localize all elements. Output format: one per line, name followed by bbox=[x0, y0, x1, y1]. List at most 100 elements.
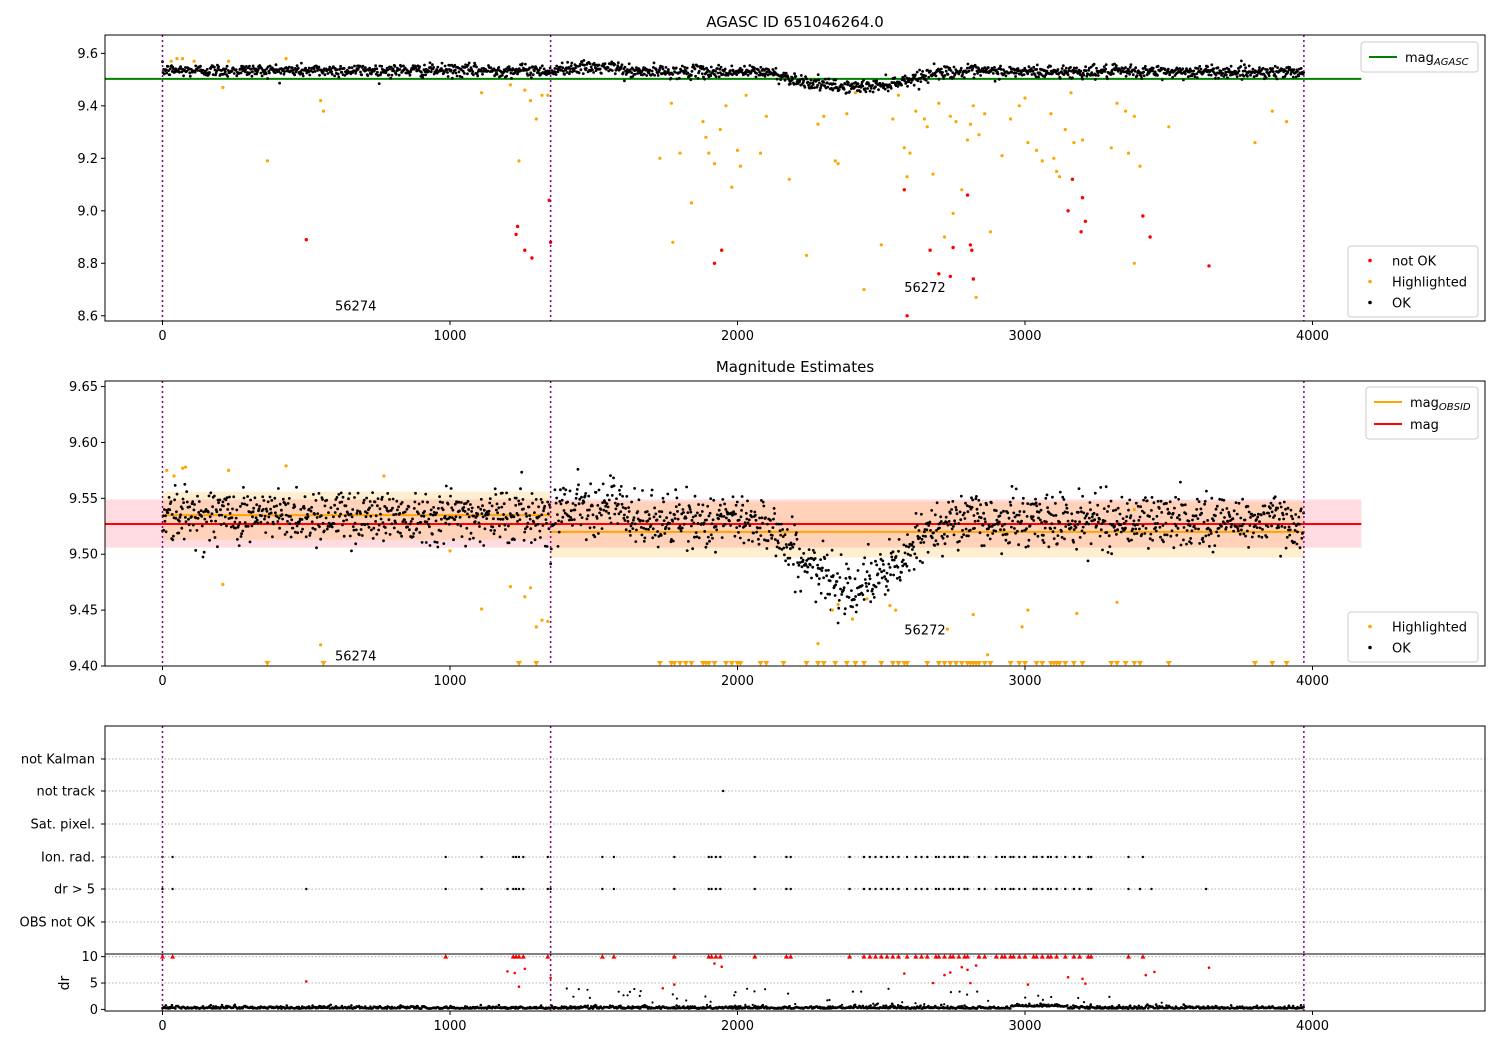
magnitude-ok-point-1717 bbox=[1197, 500, 1201, 503]
magnitude-ok-point-602 bbox=[524, 512, 528, 515]
magnitude-ok-point-353 bbox=[374, 520, 377, 523]
magnitude-ok-point-612 bbox=[530, 492, 534, 495]
magnitude-ok-point-656 bbox=[557, 519, 560, 523]
magnitude-ok-point-1534 bbox=[1087, 522, 1091, 526]
agasc-ok-point-1699 bbox=[1186, 75, 1190, 79]
magnitude-ok-point-1624 bbox=[1141, 524, 1145, 528]
magnitude-ok-point-478 bbox=[449, 487, 453, 490]
magnitude-ok-point-678 bbox=[570, 518, 574, 522]
flags-point-2-9 bbox=[522, 887, 525, 891]
agasc-ok-point-964 bbox=[743, 64, 746, 68]
magnitude-ok-point-393 bbox=[398, 512, 402, 515]
magnitude-ok-point-917 bbox=[714, 525, 718, 528]
magnitude-ok-point-1402 bbox=[1007, 516, 1011, 520]
magnitude-ok-point-1812 bbox=[1255, 518, 1258, 521]
magnitude-highlighted-point-5 bbox=[227, 468, 231, 472]
agasc-highlighted-point-29 bbox=[730, 185, 734, 189]
agasc-highlighted-point-0 bbox=[169, 59, 173, 63]
magnitude-ok-point-1443 bbox=[1032, 519, 1036, 522]
magnitude-ok-point-1591 bbox=[1121, 517, 1125, 520]
magnitude-ok-point-1509 bbox=[1072, 540, 1075, 544]
magnitude-ok-point-1141 bbox=[850, 589, 853, 592]
agasc-ok-point-353 bbox=[374, 64, 377, 68]
magnitude-ok-point-1834 bbox=[1268, 514, 1272, 518]
flags-point-1-14 bbox=[714, 855, 718, 859]
agasc-ok-point-1483 bbox=[1056, 68, 1060, 71]
magnitude-ok-point-1858 bbox=[1282, 500, 1286, 504]
agasc-ok-point-1264 bbox=[924, 74, 927, 78]
agasc-ok-point-765 bbox=[623, 79, 626, 83]
magnitude-ok-point-290 bbox=[336, 507, 339, 511]
magnitude-ok-point-189 bbox=[275, 504, 278, 508]
agasc-ok-point-811 bbox=[650, 69, 654, 73]
magnitude-ok-point-1425 bbox=[1021, 502, 1025, 505]
magnitude-ok-point-424 bbox=[417, 512, 420, 515]
magnitude-ok-point-402 bbox=[403, 510, 407, 514]
agasc-ok-point-712 bbox=[591, 68, 594, 72]
magnitude-ok-point-803 bbox=[645, 510, 649, 513]
magnitude-ok-point-1679 bbox=[1174, 524, 1178, 528]
magnitude-highlighted-point-17 bbox=[816, 642, 820, 646]
agasc-ok-point-86 bbox=[213, 65, 216, 69]
magnitude-ok-point-357 bbox=[376, 497, 380, 500]
agasc-highlighted-point-45 bbox=[891, 117, 895, 121]
magnitude-ok-point-1835 bbox=[1269, 506, 1272, 510]
magnitude-ok-point-1242 bbox=[911, 548, 914, 551]
magnitude-ok-point-1448 bbox=[1035, 504, 1039, 508]
magnitude-ok-point-293 bbox=[338, 515, 341, 518]
magnitude-ok-point-454 bbox=[435, 511, 438, 515]
magnitude-ok-point-1152 bbox=[856, 569, 860, 572]
magnitude-ok-point-724 bbox=[598, 511, 601, 515]
magnitude-ok-point-1192 bbox=[880, 576, 884, 580]
magnitude-ok-point-848 bbox=[673, 513, 676, 517]
magnitude-ok-point-1653 bbox=[1159, 535, 1162, 539]
magnitude-ok-point-1575 bbox=[1112, 509, 1115, 512]
flags-point-1-60 bbox=[1141, 855, 1145, 859]
magnitude-ok-point-284 bbox=[332, 522, 336, 525]
magnitude-ok-point-163 bbox=[259, 520, 263, 524]
agasc-ok-point-447 bbox=[431, 63, 434, 67]
magnitude-ok-point-339 bbox=[365, 511, 369, 515]
magnitude-ok-point-1064 bbox=[803, 570, 807, 573]
magnitude-ok-point-167 bbox=[261, 508, 265, 511]
magnitude-ok-point-1426 bbox=[1022, 496, 1025, 500]
magnitude-ok-point-657 bbox=[557, 530, 561, 534]
agasc-ok-point-783 bbox=[633, 72, 637, 76]
agasc-ok-point-738 bbox=[606, 66, 610, 70]
magnitude-ok-point-957 bbox=[738, 536, 742, 540]
magnitude-ok-point-597 bbox=[521, 498, 525, 501]
agasc-ok-point-1049 bbox=[794, 75, 798, 78]
agasc-notok-point-12 bbox=[937, 272, 941, 276]
magnitude-ok-point-604 bbox=[525, 525, 529, 529]
agasc-bottom-legend-swatch-1 bbox=[1368, 279, 1372, 284]
agasc-ok-point-370 bbox=[384, 71, 388, 75]
agasc-ok-point-343 bbox=[368, 66, 371, 70]
flags-point-2-57 bbox=[1064, 887, 1067, 891]
agasc-highlighted-point-6 bbox=[265, 159, 269, 163]
agasc-ok-point-1024 bbox=[779, 78, 783, 81]
agasc-notok-point-20 bbox=[1070, 177, 1075, 181]
magnitude-x-tick-label-0: 0 bbox=[158, 674, 166, 689]
magnitude-ok-point-706 bbox=[587, 494, 591, 498]
magnitude-ok-point-85 bbox=[212, 530, 216, 534]
agasc-ok-point-281 bbox=[330, 72, 334, 76]
magnitude-ok-point-1475 bbox=[1051, 530, 1055, 534]
magnitude-highlighted-point-18 bbox=[830, 608, 835, 612]
magnitude-clipped-marker-21 bbox=[803, 661, 810, 666]
agasc-ok-point-1281 bbox=[934, 74, 938, 78]
magnitude-ok-point-1169 bbox=[866, 542, 870, 546]
agasc-ok-point-1240 bbox=[909, 81, 913, 84]
agasc-ok-point-1129 bbox=[842, 87, 846, 91]
agasc-ok-point-754 bbox=[616, 64, 620, 68]
agasc-ok-point-1083 bbox=[815, 79, 818, 83]
magnitude-ok-point-958 bbox=[739, 515, 743, 519]
magnitude-ok-point-1651 bbox=[1157, 506, 1161, 510]
magnitude-ok-point-173 bbox=[265, 509, 269, 513]
agasc-notok-point-21 bbox=[1079, 230, 1083, 234]
magnitude-ok-point-93 bbox=[217, 501, 221, 505]
magnitude-ok-point-1371 bbox=[988, 537, 992, 541]
magnitude-ok-point-482 bbox=[452, 538, 455, 542]
agasc-ok-point-697 bbox=[581, 72, 585, 75]
magnitude-ok-point-1787 bbox=[1240, 528, 1243, 532]
agasc-ok-point-1797 bbox=[1246, 74, 1249, 78]
